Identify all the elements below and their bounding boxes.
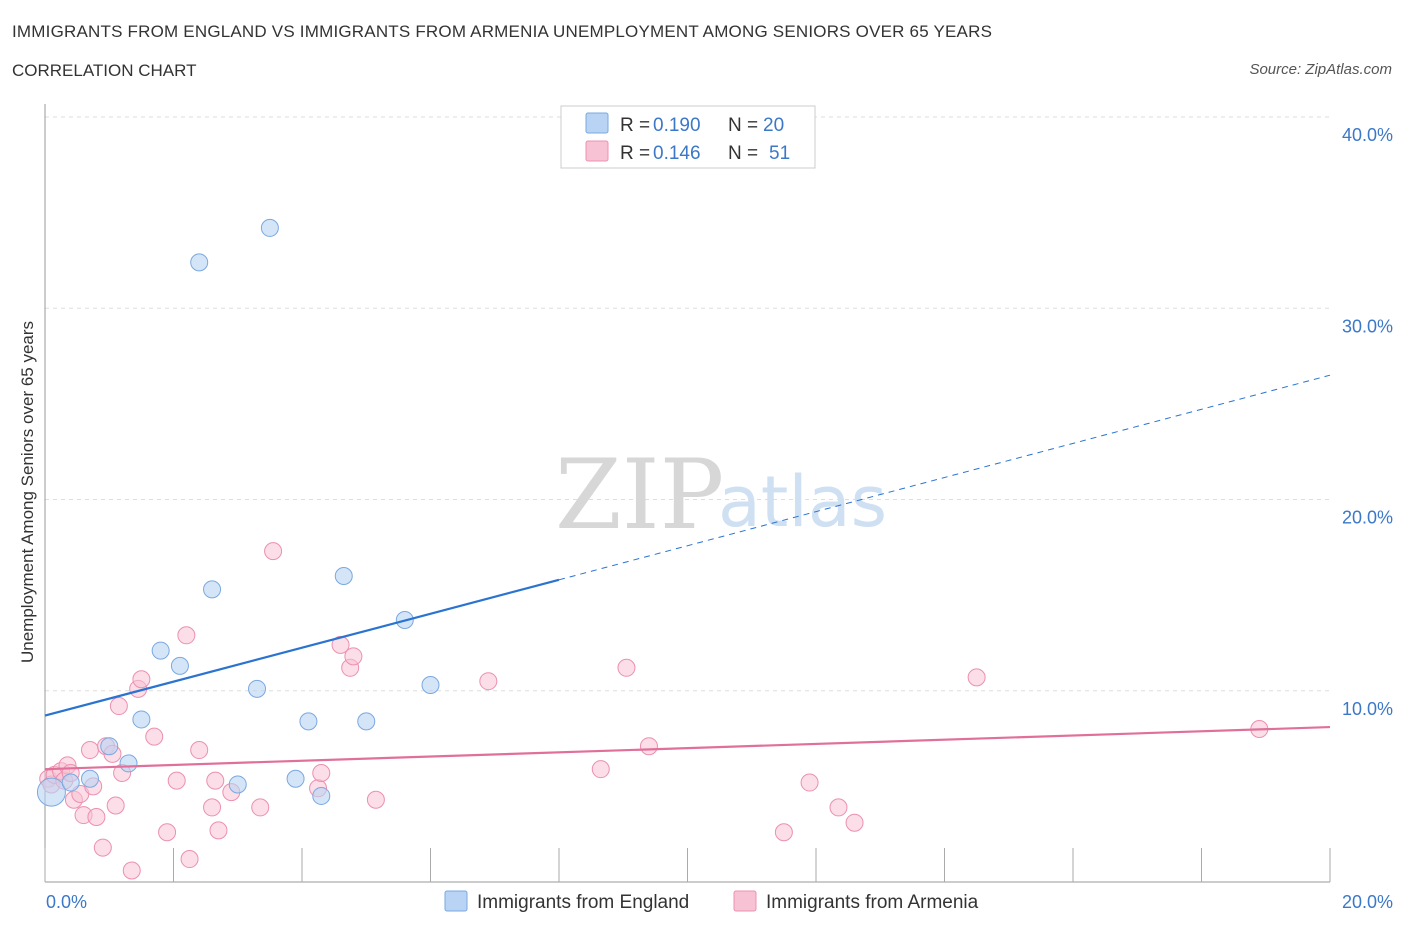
- armenia-point: [366, 790, 385, 809]
- england-point: [334, 567, 353, 585]
- armenia-point: [87, 807, 106, 826]
- england-point: [132, 710, 151, 729]
- legend-n-value-england: 20: [763, 115, 784, 136]
- armenia-point: [312, 763, 331, 782]
- chart-subtitle: CORRELATION CHART: [12, 61, 197, 80]
- armenia-point: [132, 670, 151, 689]
- x-tick-label-1: 20.0%: [1342, 892, 1393, 912]
- england-point: [248, 679, 267, 698]
- bottom-legend-label-england: Immigrants from England: [477, 892, 689, 913]
- england-point: [260, 218, 279, 237]
- armenia-point: [190, 741, 209, 760]
- armenia-point: [122, 861, 141, 880]
- england-point: [357, 712, 376, 731]
- england-points: [36, 218, 440, 807]
- armenia-point: [774, 823, 793, 842]
- armenia-points: [39, 542, 1269, 880]
- armenia-point: [251, 798, 270, 817]
- watermark-zip: ZIP: [555, 439, 724, 551]
- legend-r-value-england: 0.190: [653, 115, 701, 136]
- tick-labels: 10.0% 20.0% 30.0% 40.0% 0.0% 20.0%: [46, 125, 1393, 912]
- y-tick-label-1: 20.0%: [1342, 508, 1393, 528]
- england-point: [36, 777, 66, 807]
- axes: [44, 104, 1331, 883]
- armenia-point: [109, 697, 128, 716]
- england-point: [151, 641, 170, 660]
- armenia-point: [93, 838, 112, 857]
- armenia-point: [800, 773, 819, 792]
- gridlines: [45, 116, 1330, 692]
- armenia-point: [331, 635, 350, 654]
- legend-r-value-armenia: 0.146: [653, 143, 701, 164]
- armenia-point: [479, 672, 498, 691]
- armenia-point: [106, 796, 125, 815]
- armenia-point: [591, 760, 610, 779]
- bottom-legend-swatch-england: [444, 890, 468, 912]
- bottom-legend: Immigrants from England Immigrants from …: [444, 890, 979, 913]
- chart-title: IMMIGRANTS FROM ENGLAND VS IMMIGRANTS FR…: [12, 22, 993, 41]
- armenia-point: [206, 771, 225, 790]
- england-trend-line: [44, 578, 560, 717]
- armenia-point: [177, 626, 196, 645]
- armenia-point: [639, 737, 658, 756]
- armenia-point: [617, 658, 636, 677]
- england-point: [286, 769, 305, 788]
- england-point: [312, 786, 331, 805]
- legend-r-label-england: R =: [620, 115, 650, 136]
- legend-r-label-armenia: R =: [620, 143, 650, 164]
- legend-n-label-armenia: N =: [728, 143, 758, 164]
- england-point: [190, 253, 209, 272]
- armenia-point: [264, 542, 283, 561]
- armenia-point: [967, 668, 986, 687]
- england-point: [203, 580, 222, 599]
- armenia-point: [80, 741, 99, 760]
- armenia-point: [209, 821, 228, 840]
- england-point: [170, 656, 189, 675]
- x-tick-label-0: 0.0%: [46, 892, 87, 912]
- armenia-point: [344, 647, 363, 666]
- legend-swatch-armenia: [585, 140, 609, 162]
- england-point: [100, 737, 119, 756]
- y-tick-label-3: 40.0%: [1342, 125, 1393, 145]
- england-point: [119, 754, 138, 773]
- source-label: Source: ZipAtlas.com: [1249, 61, 1392, 78]
- armenia-point: [145, 727, 164, 746]
- armenia-point: [203, 798, 222, 817]
- armenia-point: [180, 850, 199, 869]
- armenia-point: [829, 798, 848, 817]
- england-point: [228, 775, 247, 794]
- armenia-trend-line: [44, 725, 1331, 771]
- england-point: [299, 712, 318, 731]
- watermark: ZIP atlas: [555, 439, 887, 551]
- top-legend: R = 0.190 N = 20 R = 0.146 N = 51: [560, 105, 816, 169]
- y-tick-label-2: 30.0%: [1342, 316, 1393, 336]
- watermark-atlas: atlas: [718, 461, 887, 543]
- trend-lines: [44, 374, 1331, 771]
- england-point: [421, 676, 440, 695]
- england-trend-dashed: [558, 374, 1331, 581]
- legend-swatch-england: [585, 112, 609, 134]
- bottom-legend-swatch-armenia: [733, 890, 757, 912]
- england-point: [80, 769, 99, 788]
- england-point: [61, 773, 80, 792]
- bottom-legend-label-armenia: Immigrants from Armenia: [766, 892, 979, 913]
- armenia-point: [845, 813, 864, 832]
- y-tick-label-0: 10.0%: [1342, 699, 1393, 719]
- armenia-point: [167, 771, 186, 790]
- armenia-point: [158, 823, 177, 842]
- legend-n-value-armenia: 51: [769, 143, 790, 164]
- legend-n-label-england: N =: [728, 115, 758, 136]
